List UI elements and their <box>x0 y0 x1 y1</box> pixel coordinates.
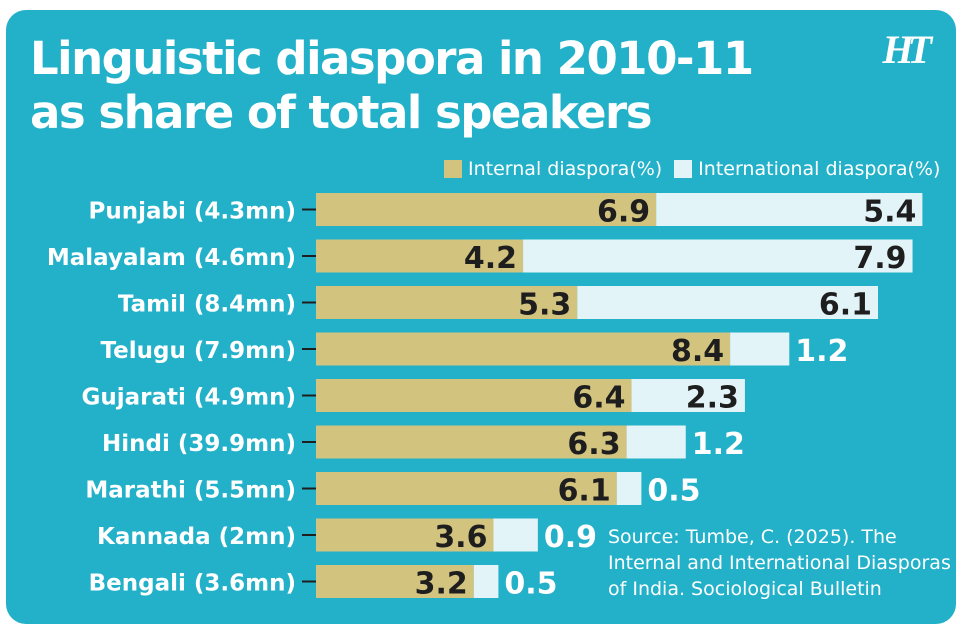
bar-international <box>473 565 499 598</box>
value-label-internal: 5.3 <box>518 288 571 323</box>
bar-international <box>616 472 642 505</box>
value-label-international: 6.1 <box>819 288 872 323</box>
value-label-internal: 3.2 <box>415 567 468 602</box>
chart-card: Linguistic diaspora in 2010-11 as share … <box>6 10 956 624</box>
value-label-international: 5.4 <box>863 195 916 230</box>
legend-item-international: International diaspora(%) <box>674 158 940 180</box>
category-label: Marathi (5.5mn) <box>85 478 296 504</box>
bar-internal <box>316 379 632 412</box>
legend-swatch-internal <box>444 160 462 178</box>
bar-internal <box>316 193 657 226</box>
value-label-internal: 6.4 <box>572 381 625 416</box>
bar-international <box>626 425 686 459</box>
value-label-international: 2.3 <box>686 381 739 416</box>
category-label: Punjabi (4.3mn) <box>89 199 296 225</box>
category-label: Kannada (2mn) <box>97 524 296 550</box>
legend-label-internal: Internal diaspora(%) <box>468 158 663 180</box>
bar-internal <box>316 286 578 319</box>
bar-internal <box>316 425 627 459</box>
bar-chart: Punjabi (4.3mn) 6.9 5.4 Malayalam (4.6mn) 4.… <box>47 193 923 602</box>
category-label: Telugu (7.9mn) <box>101 338 296 364</box>
bar-international <box>631 379 745 412</box>
legend-swatch-international <box>674 160 693 178</box>
bar-international <box>730 332 790 366</box>
bar-international <box>577 286 879 319</box>
bar-internal <box>316 239 524 273</box>
bar-international <box>523 239 913 273</box>
value-label-internal: 6.9 <box>597 195 650 230</box>
chart-title: Linguistic diaspora in 2010-11 as share … <box>30 32 790 140</box>
value-label-international: 1.2 <box>692 427 745 462</box>
bar-international <box>656 193 923 226</box>
value-label-international: 7.9 <box>853 241 906 276</box>
value-label-internal: 6.3 <box>567 427 620 462</box>
value-label-international: 1.2 <box>795 334 848 369</box>
source-line-1: Source: Tumbe, C. (2025). The <box>608 526 897 548</box>
source-line-2: Internal and International Diasporas <box>608 552 951 574</box>
value-label-international: 0.5 <box>504 567 557 602</box>
value-label-internal: 3.6 <box>434 520 487 555</box>
bar-international <box>493 518 538 552</box>
source-line-3: of India. Sociological Bulletin <box>608 578 882 600</box>
title-line-1: Linguistic diaspora in 2010-11 <box>30 32 754 85</box>
category-label: Malayalam (4.6mn) <box>47 245 296 271</box>
value-label-internal: 4.2 <box>464 241 517 276</box>
value-label-international: 0.5 <box>647 474 700 509</box>
legend: Internal diaspora(%) International diasp… <box>444 157 952 181</box>
legend-item-internal: Internal diaspora(%) <box>444 158 662 180</box>
ht-logo: HT <box>882 27 931 72</box>
bar-internal <box>316 472 617 505</box>
legend-label-international: International diaspora(%) <box>698 158 941 180</box>
category-label: Gujarati (4.9mn) <box>81 385 296 411</box>
title-line-2: as share of total speakers <box>30 86 653 139</box>
category-label: Hindi (39.9mn) <box>102 431 296 457</box>
bar-internal <box>316 565 474 598</box>
source-note: Source: Tumbe, C. (2025). The Internal a… <box>608 524 954 602</box>
category-label: Tamil (8.4mn) <box>118 292 296 318</box>
value-label-internal: 6.1 <box>558 474 611 509</box>
bar-internal <box>316 332 731 366</box>
value-label-international: 0.9 <box>544 520 597 555</box>
value-label-internal: 8.4 <box>671 334 724 369</box>
bar-internal <box>316 518 494 552</box>
category-label: Bengali (3.6mn) <box>89 571 296 597</box>
